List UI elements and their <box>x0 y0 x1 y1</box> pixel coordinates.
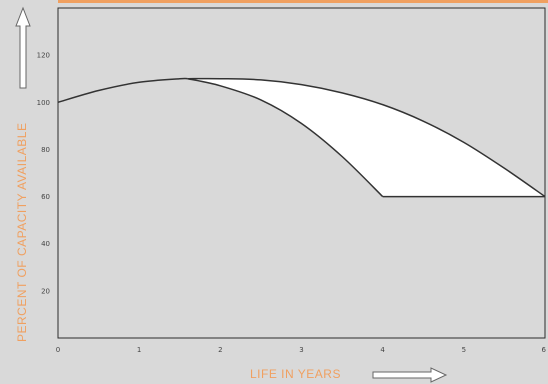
x-tick-label: 4 <box>380 346 385 354</box>
x-axis-title: LIFE IN YEARS <box>250 367 341 381</box>
x-axis-arrow-icon <box>372 367 448 383</box>
y-tick-labels: 20 40 60 80 100 120 <box>37 52 50 296</box>
y-tick-label: 60 <box>41 193 50 201</box>
series-line-2 <box>187 77 384 198</box>
x-tick-label: 3 <box>299 346 303 354</box>
series-line-1 <box>57 77 188 104</box>
x-tick-label: 6 <box>542 346 547 354</box>
x-tick-labels: 0 1 2 3 4 5 6 <box>56 346 547 354</box>
x-tick-label: 1 <box>137 346 141 354</box>
y-tick-label: 100 <box>37 99 50 107</box>
x-tick-label: 0 <box>56 346 60 354</box>
x-tick-label: 2 <box>218 346 222 354</box>
y-tick-label: 80 <box>41 146 50 154</box>
y-tick-label: 20 <box>41 287 50 295</box>
y-tick-label: 120 <box>37 52 50 60</box>
y-axis-arrow-icon <box>15 6 31 89</box>
series-line-3 <box>187 77 546 198</box>
y-axis-title: PERCENT OF CAPACITY AVAILABLE <box>15 123 29 342</box>
top-accent-bar <box>58 0 548 3</box>
y-tick-label: 40 <box>41 240 50 248</box>
x-tick-label: 5 <box>462 346 466 354</box>
series-layer <box>57 77 546 198</box>
